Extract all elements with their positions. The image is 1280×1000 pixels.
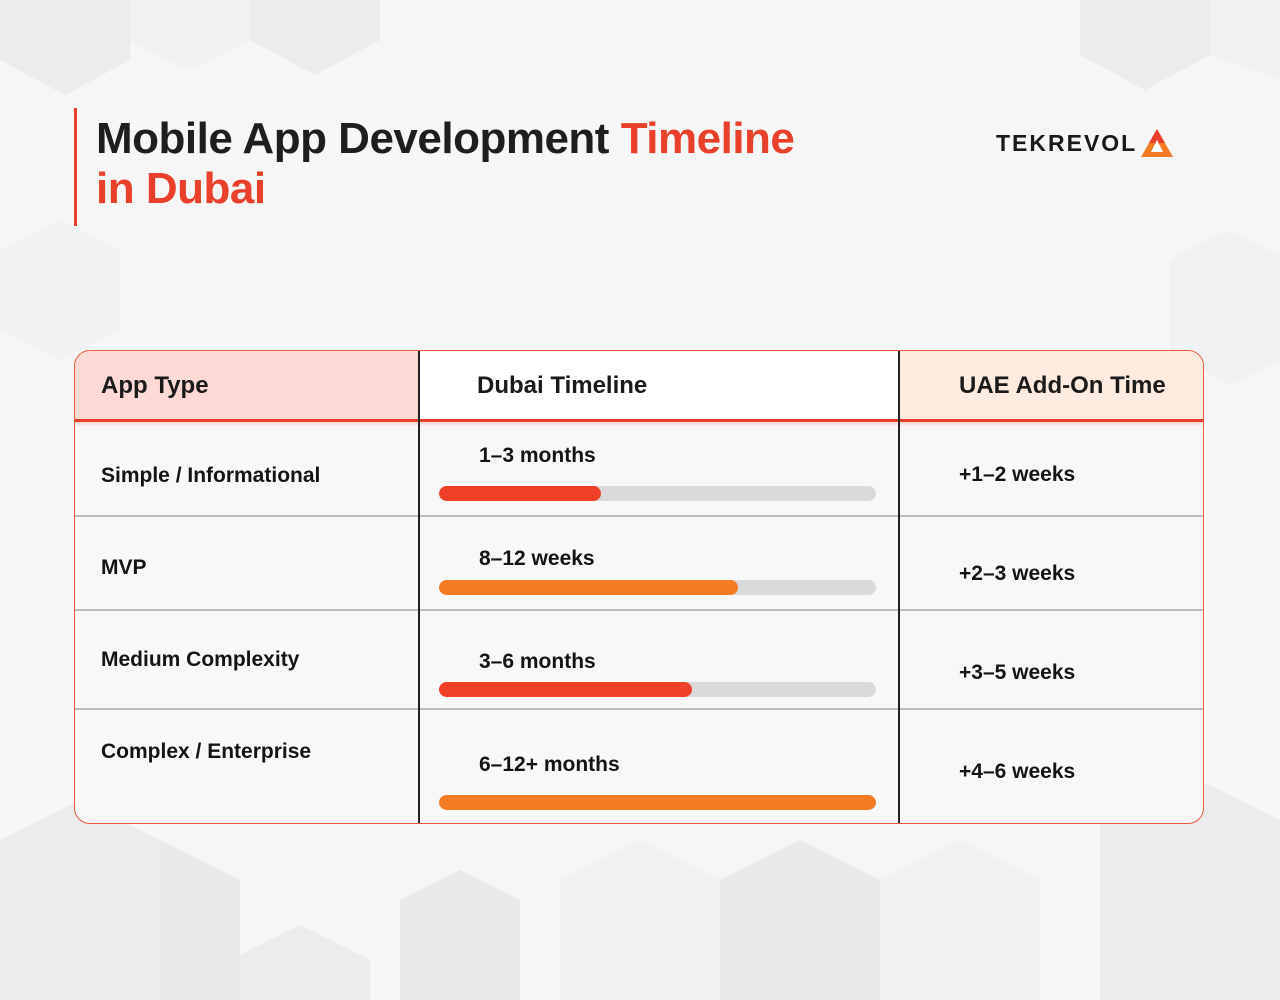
- row-addon-time: +2–3 weeks: [959, 562, 1076, 585]
- column-divider: [898, 351, 900, 823]
- row-timeline-label: 3–6 months: [479, 650, 596, 673]
- column-header-app-type: App Type: [75, 351, 419, 421]
- title-accent-bar: [74, 108, 77, 226]
- brand-logo: TEKREVOL: [996, 128, 1174, 158]
- row-divider: [75, 515, 1203, 517]
- column-divider: [418, 351, 420, 823]
- title-highlight: Timeline: [620, 114, 795, 163]
- timeline-progress-fill: [439, 682, 693, 697]
- row-divider: [75, 708, 1203, 710]
- header-divider: [75, 419, 1203, 422]
- timeline-progress-track: [439, 580, 876, 595]
- row-app-type: Simple / Informational: [101, 464, 321, 487]
- row-app-type: Complex / Enterprise: [101, 740, 312, 763]
- row-timeline-label: 8–12 weeks: [479, 547, 595, 570]
- row-timeline-label: 6–12+ months: [479, 753, 620, 776]
- triangle-logo-icon: [1141, 129, 1174, 157]
- row-addon-time: +4–6 weeks: [959, 760, 1076, 783]
- column-header-dubai-timeline: Dubai Timeline: [419, 351, 899, 421]
- timeline-progress-track: [439, 486, 876, 501]
- page-title: Mobile App Development Timeline in Dubai: [96, 114, 795, 214]
- timeline-progress-fill: [439, 795, 876, 810]
- timeline-progress-fill: [439, 486, 601, 501]
- timeline-table: App Type Dubai Timeline UAE Add-On Time …: [74, 350, 1204, 824]
- timeline-progress-fill: [439, 580, 739, 595]
- row-addon-time: +3–5 weeks: [959, 661, 1076, 684]
- row-timeline-label: 1–3 months: [479, 444, 596, 467]
- title-part-1: Mobile App Development: [96, 114, 621, 163]
- timeline-progress-track: [439, 795, 876, 810]
- column-header-uae-add-on-time: UAE Add-On Time: [899, 351, 1203, 421]
- logo-text: TEKREVOL: [996, 129, 1138, 156]
- row-addon-time: +1–2 weeks: [959, 463, 1076, 486]
- title-line-2: in Dubai: [96, 164, 266, 213]
- timeline-progress-track: [439, 682, 876, 697]
- row-app-type: Medium Complexity: [101, 648, 300, 671]
- row-app-type: MVP: [101, 556, 147, 579]
- row-divider: [75, 609, 1203, 611]
